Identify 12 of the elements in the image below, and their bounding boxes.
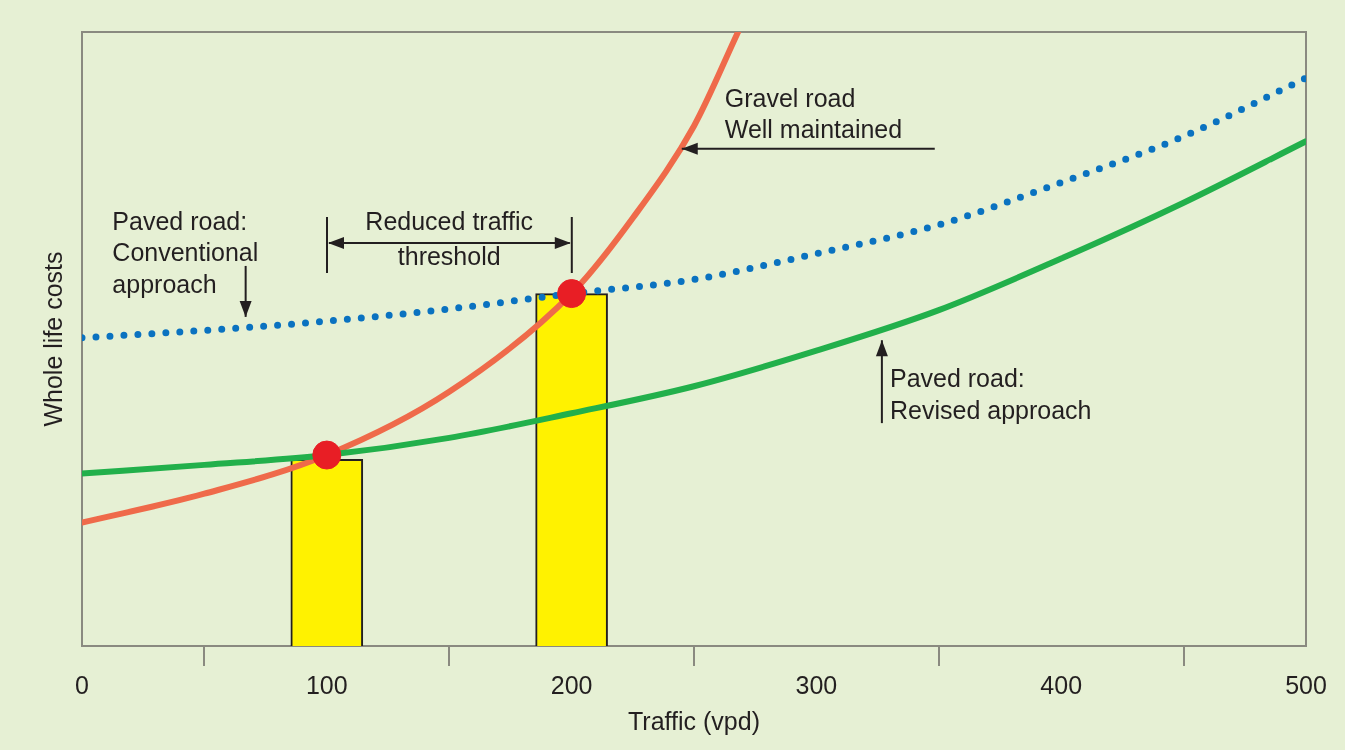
x-tick-label: 400 bbox=[1040, 670, 1083, 699]
x-tick-label: 200 bbox=[550, 670, 593, 699]
annotation: Paved road: Conventional approach bbox=[112, 206, 259, 298]
x-axis-title: Traffic (vpd) bbox=[628, 706, 760, 735]
x-tick-label: 100 bbox=[305, 670, 348, 699]
x-tick-label: 500 bbox=[1285, 670, 1327, 699]
x-tick-label: 300 bbox=[795, 670, 838, 699]
x-tick-label: 0 bbox=[75, 670, 89, 699]
annotation: Reduced traffic threshold bbox=[365, 207, 534, 271]
annotation: Paved road: Revised approach bbox=[889, 364, 1092, 424]
y-axis-title: Whole life costs bbox=[38, 251, 67, 427]
annotation: Gravel road Well maintained bbox=[724, 83, 903, 144]
